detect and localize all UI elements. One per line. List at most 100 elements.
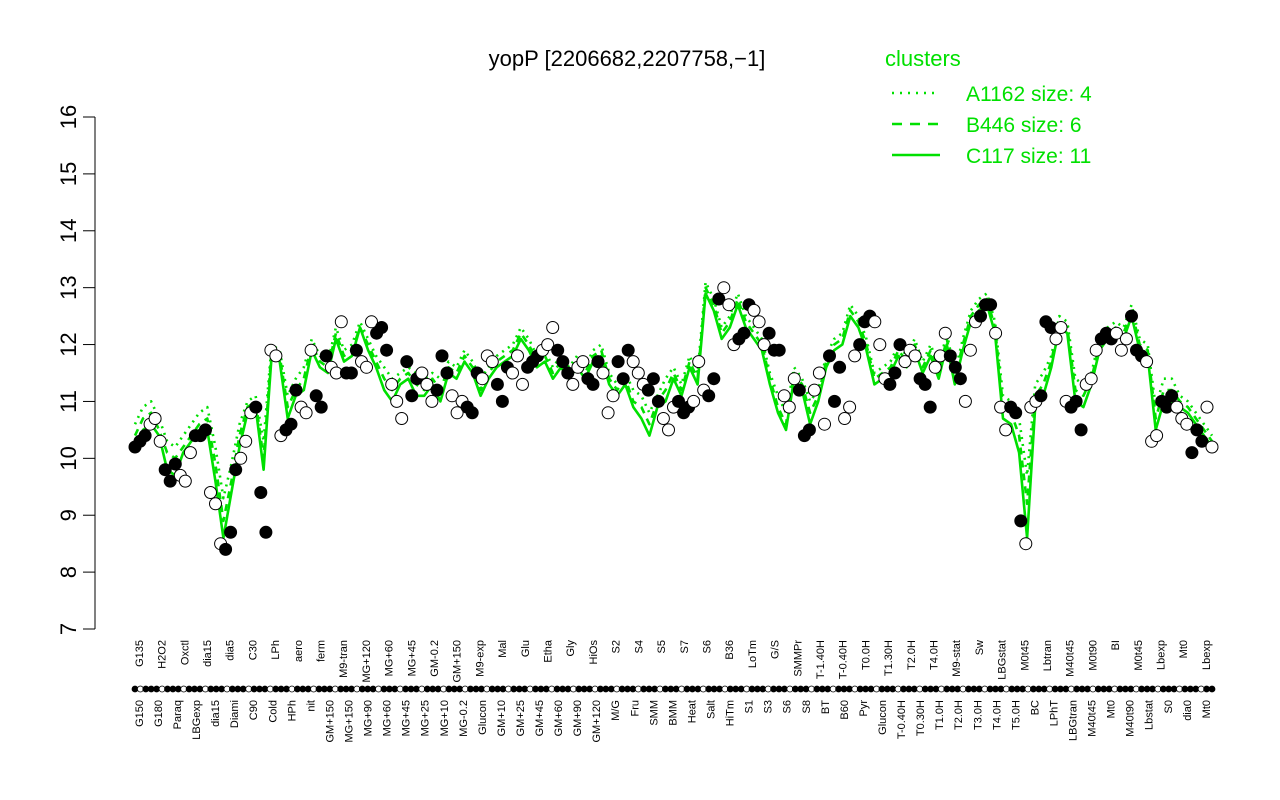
data-point [1074, 423, 1088, 437]
data-point [1200, 400, 1214, 414]
x-label: GM+25 [515, 700, 527, 736]
x-marker [959, 685, 967, 693]
x-label: T2.0H [953, 700, 965, 730]
x-label: S3 [763, 700, 775, 713]
data-point [662, 423, 675, 437]
x-label: Heat [687, 700, 699, 723]
data-point [722, 298, 736, 312]
x-label: dia5 [225, 640, 237, 661]
x-label: MG+45 [406, 640, 418, 676]
x-label: S5 [656, 640, 668, 653]
data-point [606, 389, 620, 403]
x-label: M9-tran [338, 640, 350, 678]
x-label: T0.0H [860, 640, 872, 670]
data-point [1009, 406, 1023, 420]
data-point [511, 349, 524, 363]
data-point [692, 355, 706, 369]
data-point [420, 377, 434, 391]
data-point [1084, 372, 1098, 386]
x-label: MG+90 [363, 700, 375, 736]
data-point [843, 400, 857, 414]
data-point [299, 406, 313, 420]
legend-label: A1162 size: 4 [966, 83, 1092, 106]
x-label: SMMPr [792, 640, 804, 677]
x-label: MG+10 [439, 700, 451, 736]
data-point [828, 394, 841, 408]
x-label: Glu [520, 640, 532, 657]
x-label: B36 [724, 640, 736, 660]
data-point [566, 377, 580, 391]
x-label: Lbexp [1201, 640, 1213, 670]
y-axis: 7 8 9 10 11 12 13 14 15 16 [56, 105, 96, 635]
data-point [802, 423, 816, 437]
data-point [516, 377, 529, 391]
data-point [631, 366, 645, 380]
data-point [546, 321, 560, 334]
x-label: B60 [839, 700, 851, 720]
data-point [430, 383, 444, 397]
data-point [757, 338, 771, 352]
x-label: HiTm [725, 700, 737, 726]
x-label: HPh [286, 700, 298, 721]
data-point [219, 542, 233, 556]
data-point [344, 366, 358, 380]
data-point [380, 343, 394, 357]
chart-title: yopP [2206682,2207758,−1] [489, 46, 766, 71]
x-label: S7 [679, 640, 691, 653]
x-label: M40t90 [1125, 700, 1137, 737]
x-label: GM+45 [534, 700, 546, 736]
x-label: LPhT [1049, 700, 1061, 727]
x-label: dia0 [1182, 700, 1194, 721]
x-axis-labels: G135 H2O2 Oxctl dia15 dia5 C30 LPh aero ferm M9-t… [134, 639, 1213, 742]
data-point [1119, 332, 1133, 346]
data-point [249, 400, 263, 414]
data-point [782, 400, 796, 414]
data-point [938, 326, 952, 340]
data-point [928, 360, 942, 374]
data-point [319, 349, 333, 363]
data-point [772, 343, 786, 357]
x-label: LBGexp [191, 700, 203, 740]
x-label: Lbtran [1042, 640, 1054, 671]
data-point [833, 360, 847, 374]
x-label: Gly [565, 640, 577, 657]
x-label: T4.0H [991, 700, 1003, 730]
x-marker [916, 685, 924, 693]
data-point [153, 434, 167, 448]
data-point [818, 417, 831, 431]
x-label: T4.0H [929, 640, 941, 670]
x-label: MG-0.2 [458, 700, 470, 737]
x-label: S4 [633, 640, 645, 653]
data-point [163, 474, 177, 488]
data-point [199, 423, 212, 437]
x-marker [510, 685, 518, 693]
data-point [425, 394, 439, 408]
x-label: HiOs [588, 640, 600, 665]
legend-label: B446 size: 6 [966, 114, 1082, 137]
data-point [551, 343, 565, 357]
data-point [1170, 400, 1184, 414]
data-point [853, 338, 867, 352]
data-point [621, 343, 635, 357]
data-point [1014, 514, 1028, 528]
x-label: T-0.40H [896, 700, 908, 739]
data-point [838, 412, 852, 425]
x-label: G180 [153, 700, 165, 727]
x-label: Lbstat [1144, 700, 1156, 730]
x-label: ferm [316, 640, 328, 662]
x-label: T-1.40H [815, 640, 827, 679]
data-point [445, 389, 459, 403]
data-point [848, 349, 862, 363]
x-label: M0t45 [1133, 640, 1145, 671]
x-label: Lbexp [1156, 640, 1168, 670]
data-point [334, 315, 348, 329]
x-label: MG+25 [420, 700, 432, 736]
x-label: S6 [782, 700, 794, 713]
x-label: GM+150 [324, 700, 336, 743]
data-point [375, 321, 389, 334]
data-point [702, 389, 716, 403]
data-point [596, 366, 610, 380]
data-point [183, 446, 197, 460]
x-label: Glucon [877, 700, 889, 735]
x-label: Salt [706, 700, 718, 719]
